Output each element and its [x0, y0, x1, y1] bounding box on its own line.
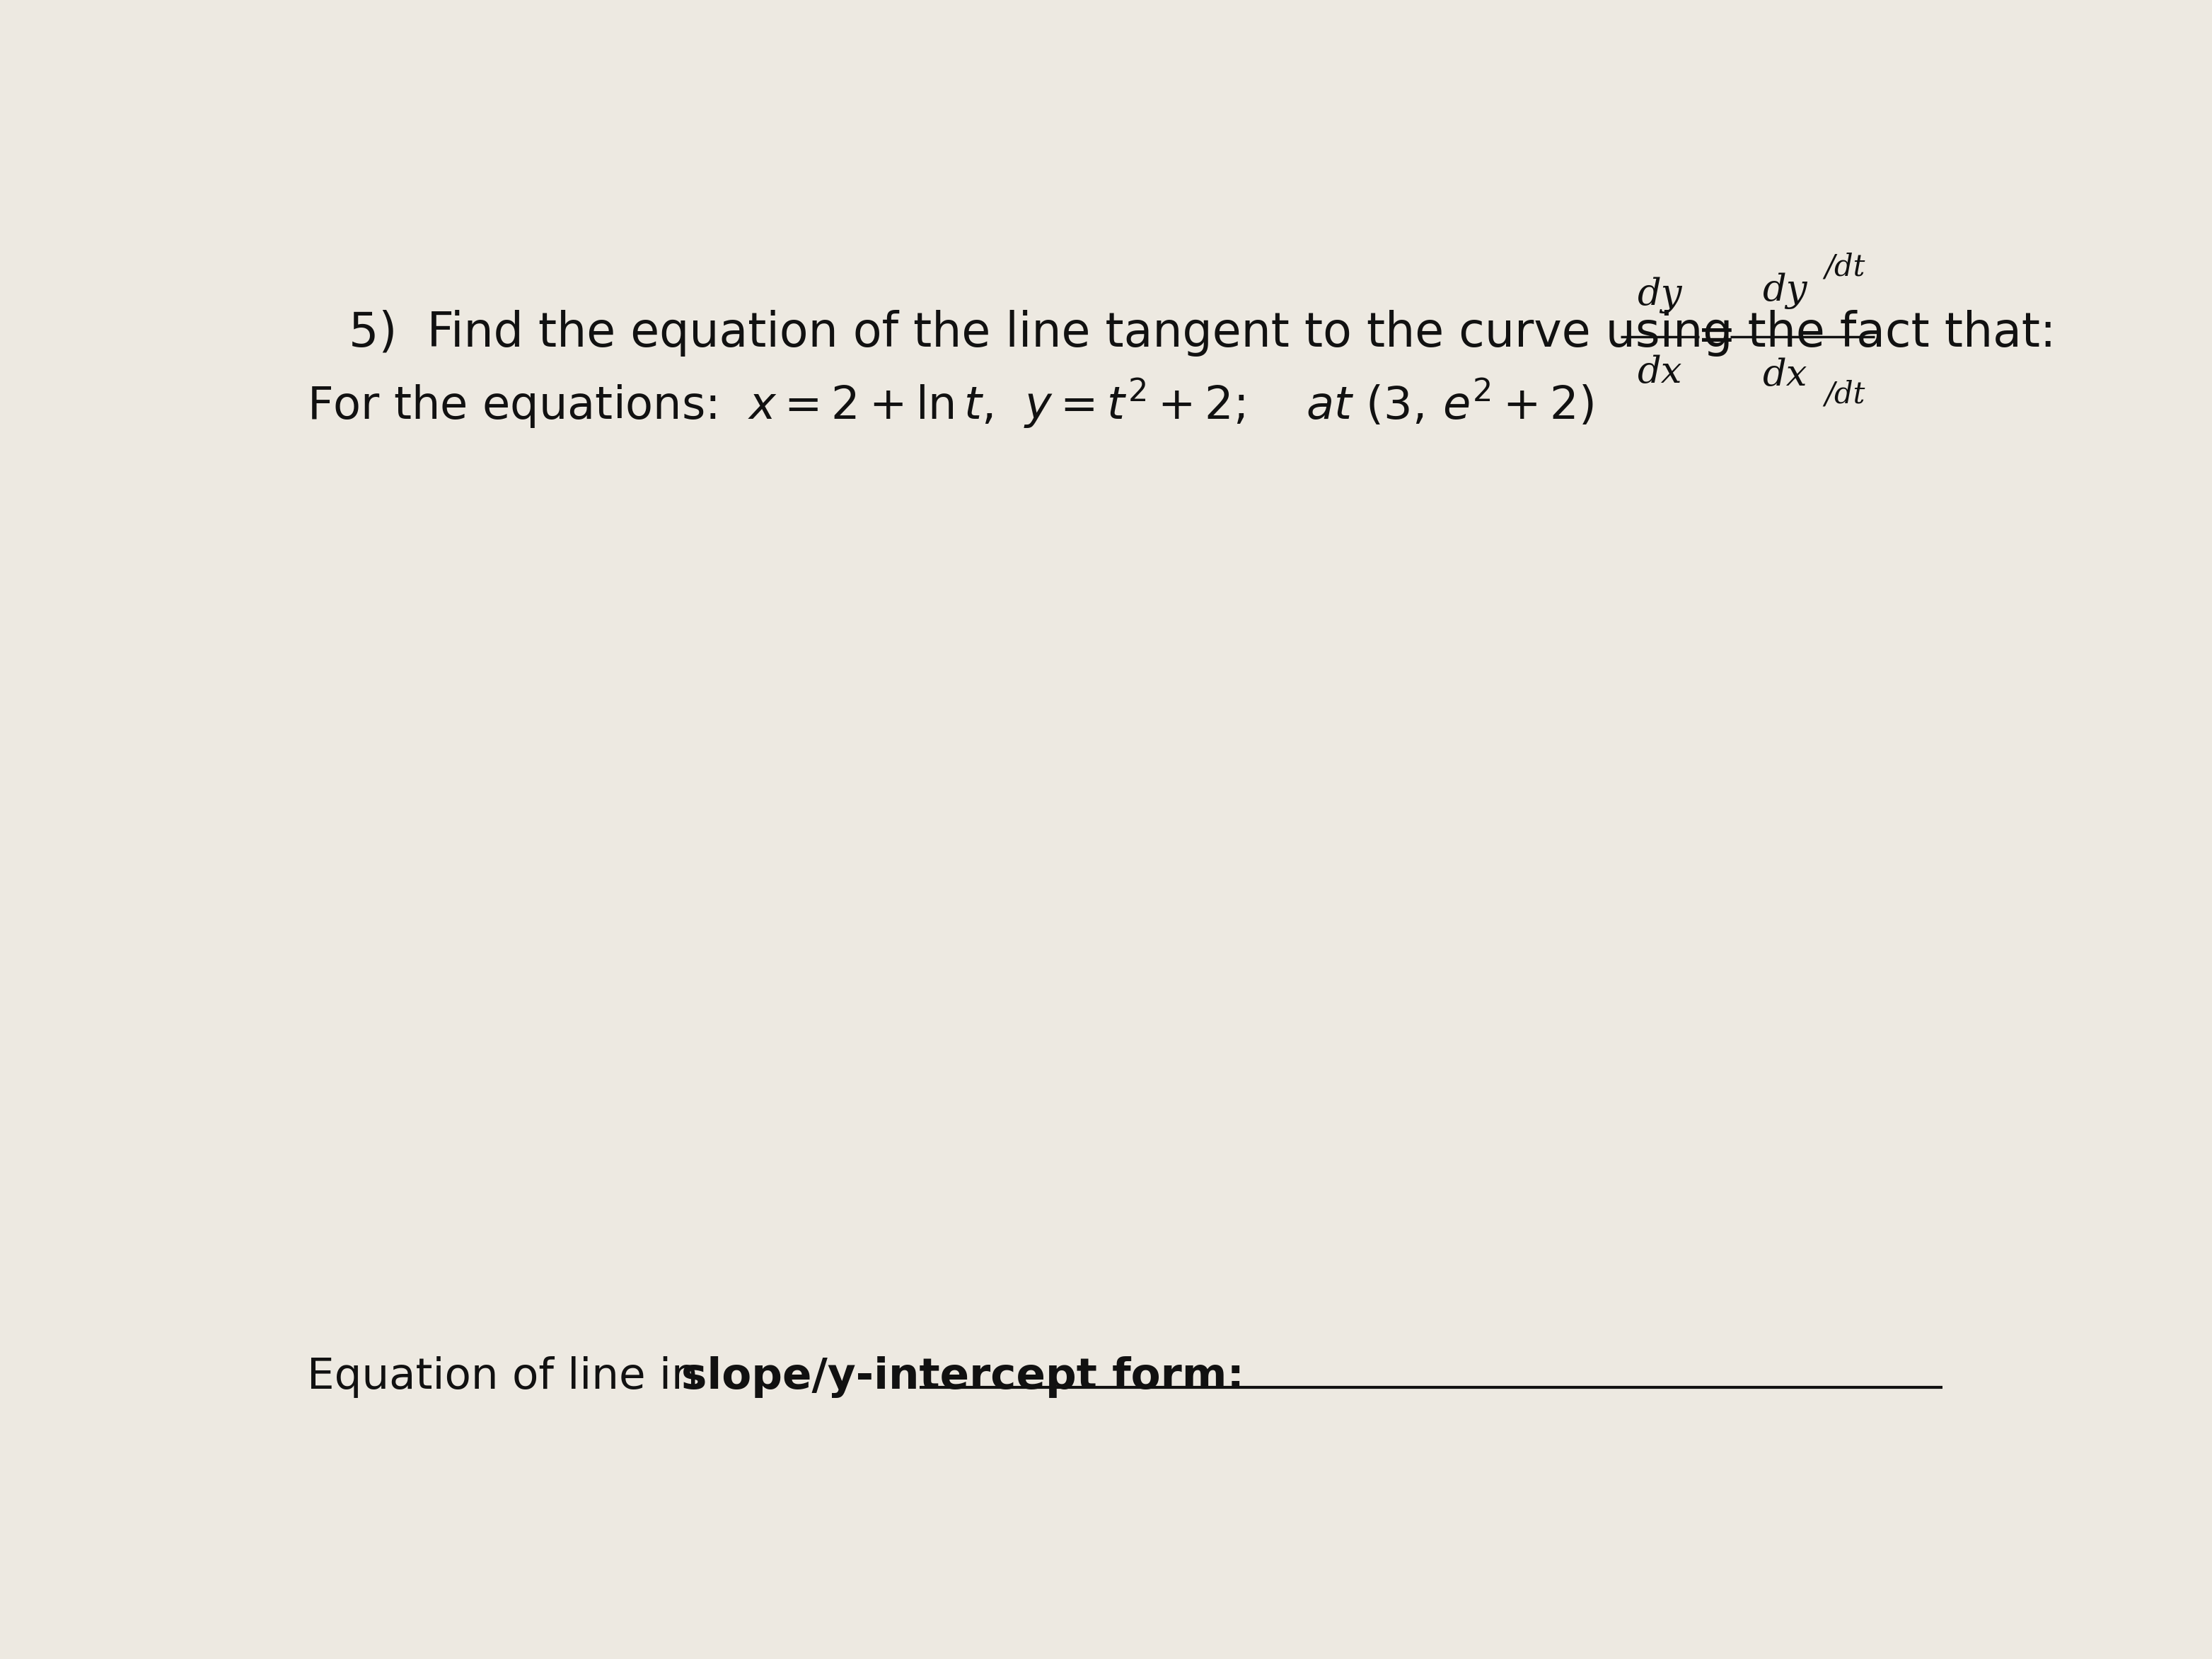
Text: dy: dy — [1637, 277, 1683, 314]
Text: =: = — [1697, 314, 1736, 360]
Text: /dt: /dt — [1825, 380, 1865, 410]
Text: slope/y-intercept form:: slope/y-intercept form: — [681, 1355, 1243, 1399]
Text: dx: dx — [1637, 355, 1683, 392]
Text: For the equations:  $x = 2 + \ln t$,  $y = t^2 + 2$;    $at\ (3,\, e^2 + 2)$: For the equations: $x = 2 + \ln t$, $y =… — [307, 377, 1595, 430]
Text: /dt: /dt — [1825, 252, 1865, 282]
Text: dx: dx — [1763, 357, 1807, 393]
Text: dy: dy — [1763, 272, 1807, 309]
Text: 5)  Find the equation of the line tangent to the curve using the fact that:: 5) Find the equation of the line tangent… — [349, 310, 2055, 357]
Text: Equation of line in: Equation of line in — [307, 1355, 712, 1399]
